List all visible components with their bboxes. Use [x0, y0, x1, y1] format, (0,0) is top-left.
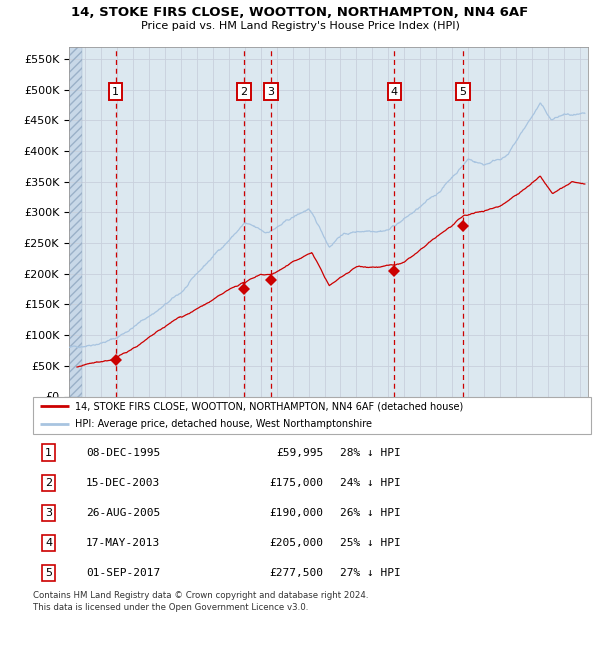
Text: 14, STOKE FIRS CLOSE, WOOTTON, NORTHAMPTON, NN4 6AF: 14, STOKE FIRS CLOSE, WOOTTON, NORTHAMPT…: [71, 6, 529, 20]
Text: 4: 4: [45, 538, 52, 548]
Text: 2: 2: [45, 478, 52, 488]
Text: 5: 5: [45, 568, 52, 578]
Text: Price paid vs. HM Land Registry's House Price Index (HPI): Price paid vs. HM Land Registry's House …: [140, 21, 460, 31]
Text: £175,000: £175,000: [269, 478, 323, 488]
Text: 4: 4: [391, 86, 398, 97]
Text: 2: 2: [241, 86, 248, 97]
Text: 5: 5: [460, 86, 466, 97]
Bar: [69, 47, 82, 397]
Text: 26% ↓ HPI: 26% ↓ HPI: [340, 508, 401, 518]
Text: HPI: Average price, detached house, West Northamptonshire: HPI: Average price, detached house, West…: [75, 419, 372, 430]
FancyBboxPatch shape: [33, 396, 591, 434]
Text: 1: 1: [112, 86, 119, 97]
Text: £59,995: £59,995: [276, 448, 323, 458]
Bar: [69, 47, 82, 397]
Text: 1: 1: [45, 448, 52, 458]
Text: 3: 3: [45, 508, 52, 518]
Text: 15-DEC-2003: 15-DEC-2003: [86, 478, 160, 488]
Text: 17-MAY-2013: 17-MAY-2013: [86, 538, 160, 548]
Text: 01-SEP-2017: 01-SEP-2017: [86, 568, 160, 578]
Text: £205,000: £205,000: [269, 538, 323, 548]
Text: 3: 3: [268, 86, 275, 97]
Text: 28% ↓ HPI: 28% ↓ HPI: [340, 448, 401, 458]
Text: £190,000: £190,000: [269, 508, 323, 518]
Text: 08-DEC-1995: 08-DEC-1995: [86, 448, 160, 458]
Text: 14, STOKE FIRS CLOSE, WOOTTON, NORTHAMPTON, NN4 6AF (detached house): 14, STOKE FIRS CLOSE, WOOTTON, NORTHAMPT…: [75, 401, 463, 411]
Text: 25% ↓ HPI: 25% ↓ HPI: [340, 538, 401, 548]
Text: 26-AUG-2005: 26-AUG-2005: [86, 508, 160, 518]
Text: £277,500: £277,500: [269, 568, 323, 578]
Text: 27% ↓ HPI: 27% ↓ HPI: [340, 568, 401, 578]
Text: Contains HM Land Registry data © Crown copyright and database right 2024.
This d: Contains HM Land Registry data © Crown c…: [33, 592, 368, 612]
Text: 24% ↓ HPI: 24% ↓ HPI: [340, 478, 401, 488]
